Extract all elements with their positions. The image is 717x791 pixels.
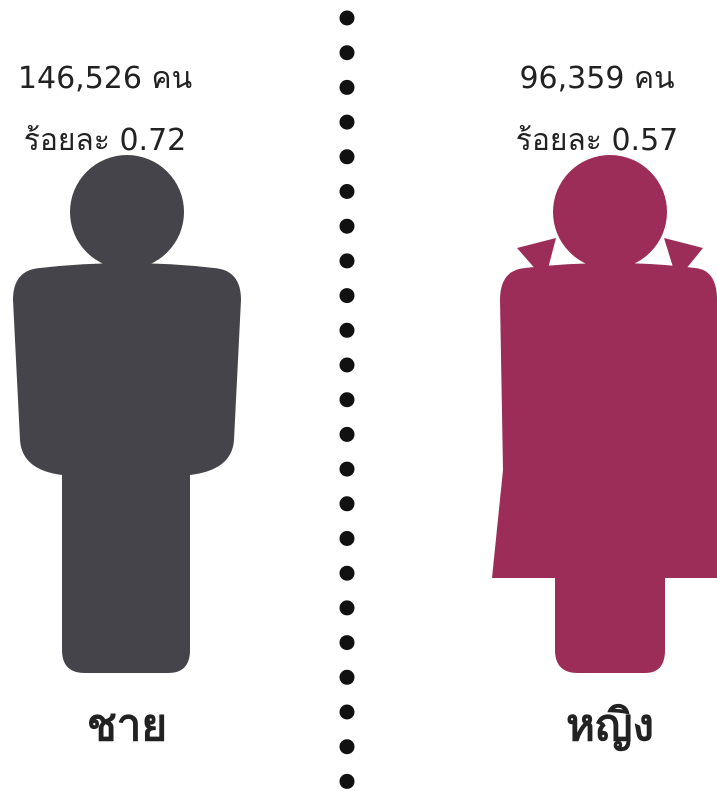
divider-dot [339,114,355,130]
male-label: ชาย [87,700,167,751]
female-label: หญิง [566,700,654,751]
female-percent: ร้อยละ 0.57 [516,123,679,158]
divider-dot [339,184,355,199]
divider-dot [339,392,355,408]
divider-dot [339,426,355,442]
divider-dot [339,461,355,477]
male-count: 146,526 คน [18,61,192,96]
divider-dot [339,79,355,95]
divider-dot [339,10,355,26]
divider-dot [339,704,355,720]
divider-dot [339,669,355,685]
divider-dot [339,149,355,165]
divider-dot [339,218,355,234]
divider-dot [339,635,355,651]
divider [339,10,355,789]
divider-dot [339,531,355,546]
divider-dot [339,322,355,338]
divider-dot [339,253,355,269]
male-percent: ร้อยละ 0.72 [24,123,187,158]
divider-dot [339,357,355,373]
female-head [553,155,667,269]
divider-dot [339,496,355,512]
divider-dot [339,288,355,304]
divider-dot [339,600,355,616]
female-body [492,263,717,673]
female-count: 96,359 คน [519,61,674,96]
divider-dot [339,739,355,755]
male-body [13,263,241,673]
male-head [70,155,184,269]
divider-dot [339,565,355,581]
divider-dot [339,45,355,61]
divider-dot [339,773,355,789]
